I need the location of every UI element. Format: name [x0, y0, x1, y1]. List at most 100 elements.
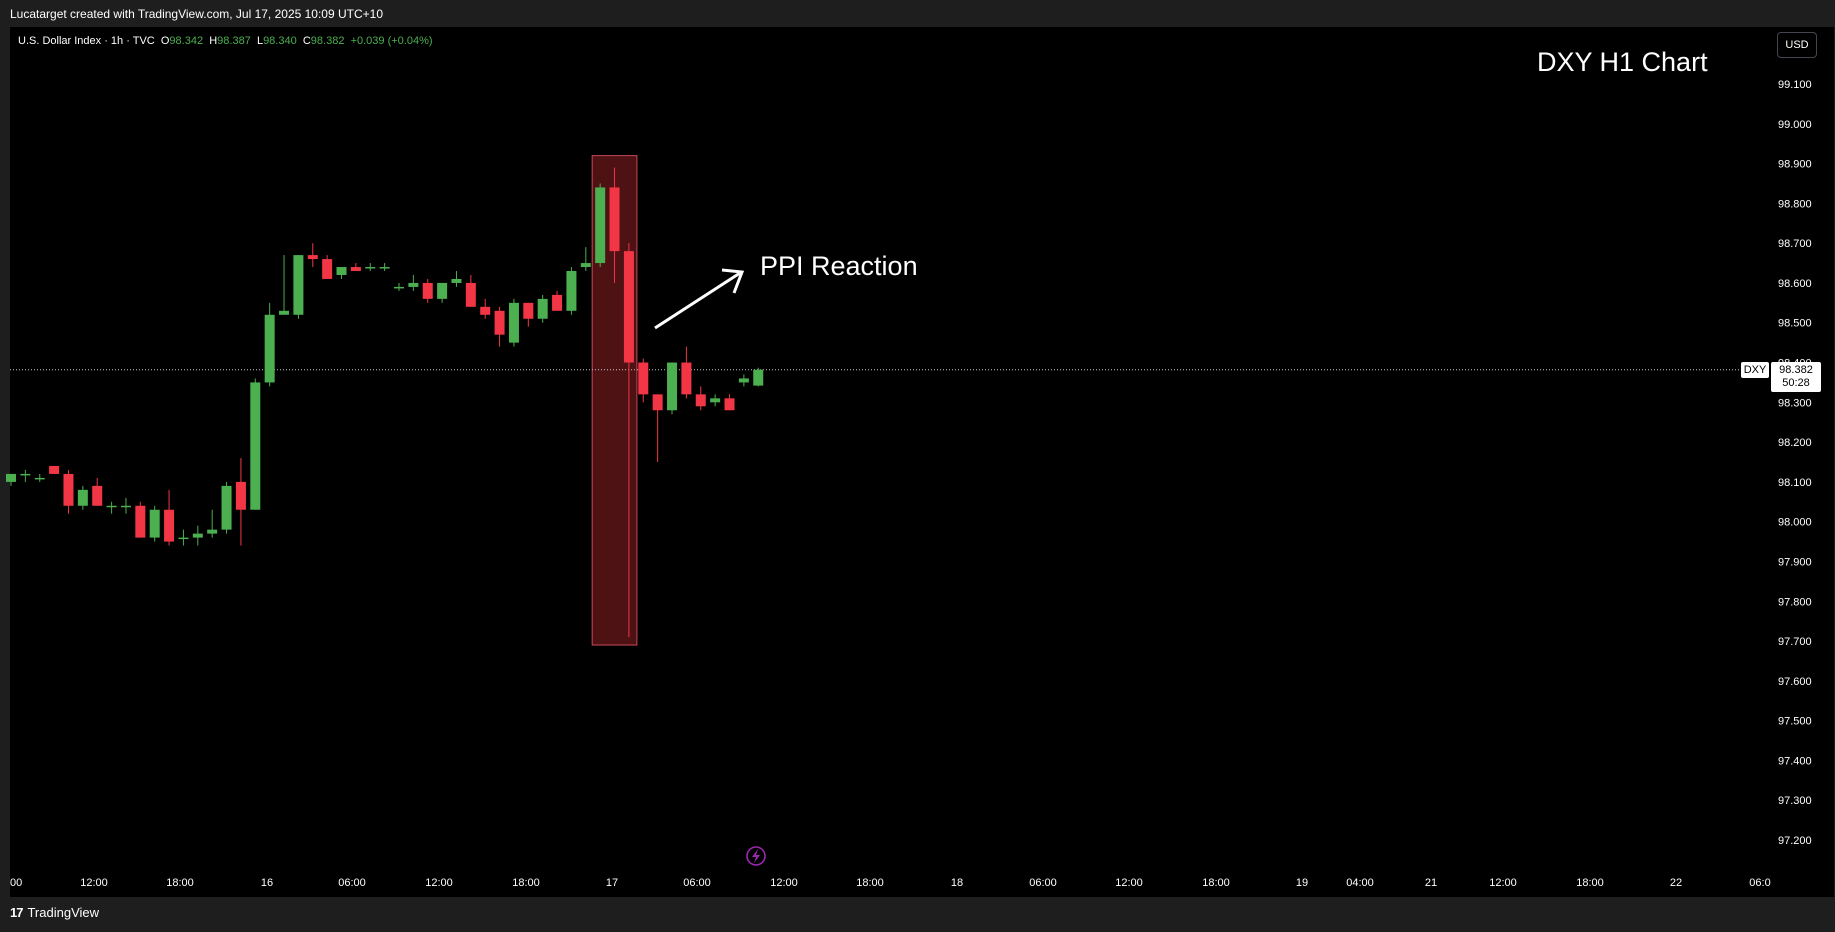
high-value: 98.387 — [217, 35, 251, 47]
bottom-bar — [0, 897, 1835, 932]
candle — [207, 509, 218, 538]
x-tick-label: 22 — [1670, 877, 1682, 889]
y-tick-label: 98.200 — [1778, 437, 1812, 449]
candle — [638, 358, 649, 403]
candle-body — [580, 263, 591, 268]
candle-body — [667, 362, 678, 411]
candle-body — [164, 509, 175, 542]
candle-body — [336, 267, 347, 275]
candles-layer — [6, 167, 764, 638]
candle-body — [681, 362, 692, 395]
candle-body — [192, 533, 203, 538]
candle — [250, 378, 261, 510]
candle — [695, 386, 706, 411]
candle — [379, 263, 390, 272]
candle-body — [724, 398, 735, 411]
x-tick-label: 04:00 — [1346, 877, 1374, 889]
candle — [523, 302, 534, 327]
candle — [623, 243, 634, 638]
x-tick-label: 06:00 — [683, 877, 711, 889]
low-value: 98.340 — [263, 35, 297, 47]
y-tick-label: 97.200 — [1778, 835, 1812, 847]
candle-body — [149, 509, 160, 538]
price-axis: 99.100 99.000 98.900 98.800 98.700 98.600 98.5… — [1778, 79, 1812, 847]
candle — [494, 306, 505, 347]
y-tick-label: 97.700 — [1778, 636, 1812, 648]
candle — [437, 282, 448, 303]
chart-title-annotation[interactable]: DXY H1 Chart — [1537, 47, 1708, 77]
y-tick-label: 97.600 — [1778, 676, 1812, 688]
candle — [192, 525, 203, 546]
candle-body — [738, 378, 749, 383]
tv-mark-icon: 17 — [10, 905, 24, 920]
candle-body — [77, 489, 88, 506]
candle-body — [566, 271, 577, 311]
candle — [465, 274, 476, 307]
x-tick-label: 12:00 — [80, 877, 108, 889]
close-label: C — [302, 35, 311, 47]
close-value: 98.382 — [310, 35, 345, 47]
candle-body — [393, 286, 404, 289]
x-tick-label: 06:00 — [1029, 877, 1057, 889]
candle-body — [264, 314, 275, 383]
x-tick-label: 06:0 — [1749, 877, 1770, 889]
y-tick-label: 97.500 — [1778, 716, 1812, 728]
last-price-value: 98.382 — [1779, 364, 1813, 376]
candle — [365, 263, 376, 272]
candle-body — [221, 485, 232, 530]
candle-body — [537, 298, 548, 319]
candle — [738, 374, 749, 387]
candle — [34, 473, 45, 482]
currency-button[interactable]: USD — [1777, 32, 1817, 58]
candle — [307, 243, 318, 268]
candle — [609, 167, 620, 283]
x-tick-label: 16 — [261, 877, 273, 889]
candle — [480, 298, 491, 319]
candle — [264, 302, 275, 387]
x-tick-label: 18:00 — [1202, 877, 1230, 889]
ppi-reaction-annotation[interactable]: PPI Reaction — [760, 251, 918, 281]
open-value: 98.342 — [169, 35, 204, 47]
candle — [164, 489, 175, 546]
candle-body — [523, 302, 534, 319]
candle-body — [178, 537, 189, 540]
candle — [595, 183, 606, 268]
candle — [293, 255, 304, 319]
candle — [135, 501, 146, 538]
candle — [336, 267, 347, 279]
candle-body — [695, 394, 706, 407]
candle-body — [350, 267, 361, 272]
candle — [710, 394, 721, 407]
tradingview-logo-icon[interactable]: 17 TradingView — [10, 905, 99, 920]
y-tick-label: 98.300 — [1778, 397, 1812, 409]
x-tick-label: 12:00 — [1115, 877, 1143, 889]
top-bar: Lucatarget created with TradingView.com,… — [0, 0, 1835, 27]
bar-countdown: 50:28 — [1782, 377, 1810, 389]
symbol-name[interactable]: U.S. Dollar Index · 1h · TVC — [18, 35, 155, 47]
candle-body — [34, 477, 45, 480]
candle — [566, 267, 577, 315]
candle — [20, 469, 31, 482]
candle-body — [250, 382, 261, 510]
candle-body — [365, 267, 376, 269]
candle — [63, 469, 74, 514]
brand-name: TradingView — [27, 905, 100, 920]
chart-area[interactable] — [10, 27, 1834, 897]
candle-body — [753, 369, 764, 386]
x-tick-label: 12:00 — [425, 877, 453, 889]
lightning-icon[interactable] — [746, 846, 766, 866]
candle-body — [480, 306, 491, 315]
candlestick-chart[interactable]: 99.100 99.000 98.900 98.800 98.700 98.600 98.5… — [0, 0, 1835, 897]
candle-body — [106, 505, 117, 508]
y-tick-label: 97.800 — [1778, 596, 1812, 608]
candle — [120, 497, 131, 514]
candle — [178, 529, 189, 546]
low-label: L — [256, 35, 264, 47]
candle-body — [638, 362, 649, 395]
y-tick-label: 98.600 — [1778, 278, 1812, 290]
candle-body — [652, 394, 663, 411]
candle — [235, 458, 246, 546]
candle-body — [279, 310, 290, 315]
y-tick-label: 98.000 — [1778, 517, 1812, 529]
candle-body — [437, 282, 448, 299]
